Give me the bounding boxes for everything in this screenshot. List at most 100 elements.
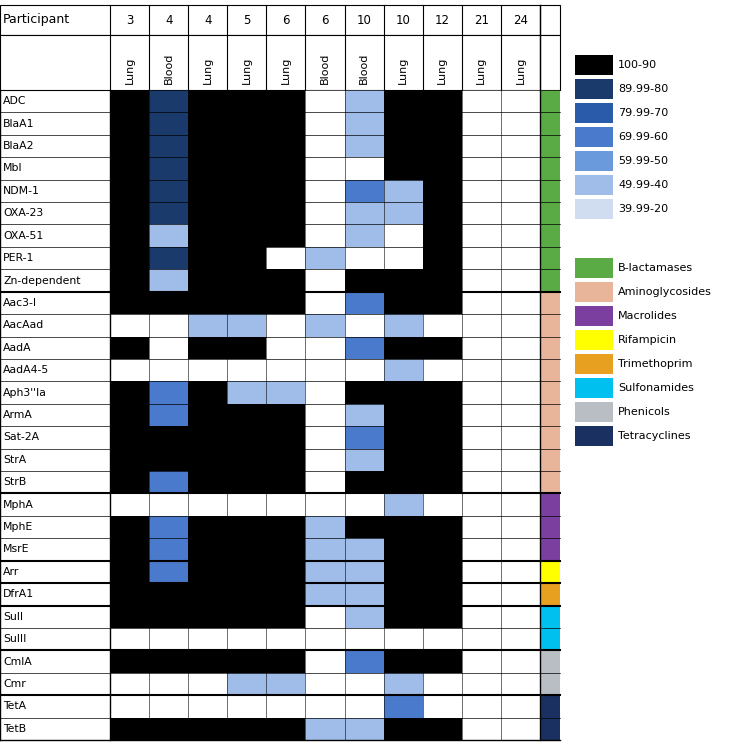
Bar [149, 381, 188, 404]
Text: OXA-23: OXA-23 [3, 209, 43, 218]
Bar [384, 90, 423, 112]
Bar [266, 448, 305, 471]
Bar [188, 583, 227, 606]
Bar [462, 606, 501, 628]
Bar [305, 673, 345, 695]
Bar [266, 359, 305, 381]
Bar [227, 539, 266, 561]
Bar [462, 695, 501, 717]
Bar [305, 404, 345, 426]
Text: 4: 4 [165, 13, 172, 27]
Bar [501, 90, 540, 112]
Bar [188, 359, 227, 381]
Bar [266, 426, 305, 448]
Bar [384, 606, 423, 628]
Bar [227, 583, 266, 606]
Text: MphA: MphA [3, 500, 34, 510]
Text: 59.99-50: 59.99-50 [618, 156, 668, 166]
Bar [188, 448, 227, 471]
Bar [305, 112, 345, 135]
Bar [149, 426, 188, 448]
Bar [227, 224, 266, 247]
Text: TetB: TetB [3, 724, 26, 734]
Bar [345, 539, 384, 561]
Bar [384, 247, 423, 269]
Bar [423, 180, 462, 202]
Bar [149, 224, 188, 247]
Bar [384, 381, 423, 404]
Bar [188, 404, 227, 426]
Bar [345, 606, 384, 628]
Text: Lung: Lung [398, 57, 408, 84]
Bar [188, 180, 227, 202]
Bar [227, 90, 266, 112]
Bar [149, 493, 188, 516]
Bar [540, 650, 560, 695]
Bar [149, 180, 188, 202]
Bar [188, 157, 227, 180]
Bar [110, 269, 149, 292]
Bar [149, 606, 188, 628]
Bar [540, 292, 560, 493]
Bar [110, 337, 149, 359]
Bar [345, 695, 384, 717]
Bar [345, 628, 384, 650]
Bar [384, 695, 423, 717]
Bar [462, 561, 501, 583]
Bar [227, 717, 266, 740]
Bar [188, 717, 227, 740]
Bar [575, 55, 613, 75]
Bar [266, 539, 305, 561]
Bar [384, 112, 423, 135]
Text: 6: 6 [283, 13, 290, 27]
Bar [384, 448, 423, 471]
Bar [345, 202, 384, 224]
Bar [345, 516, 384, 539]
Text: Aph3''Ia: Aph3''Ia [3, 387, 47, 398]
Bar [462, 493, 501, 516]
Bar [384, 471, 423, 493]
Bar [227, 157, 266, 180]
Bar [462, 583, 501, 606]
Bar [462, 202, 501, 224]
Bar [345, 673, 384, 695]
Bar [345, 404, 384, 426]
Text: Blood: Blood [359, 53, 369, 84]
Bar [188, 292, 227, 314]
Text: 10: 10 [357, 13, 372, 27]
Bar [305, 448, 345, 471]
Text: 10: 10 [396, 13, 410, 27]
Bar [501, 269, 540, 292]
Bar [266, 606, 305, 628]
Bar [345, 448, 384, 471]
Bar [305, 224, 345, 247]
Bar [149, 314, 188, 337]
Text: MsrE: MsrE [3, 545, 29, 554]
Bar [227, 471, 266, 493]
Text: OXA-51: OXA-51 [3, 231, 43, 241]
Bar [227, 426, 266, 448]
Bar [266, 269, 305, 292]
Bar [423, 673, 462, 695]
Bar [149, 337, 188, 359]
Bar [227, 650, 266, 673]
Bar [462, 90, 501, 112]
Bar [462, 673, 501, 695]
Bar [110, 628, 149, 650]
Bar [305, 359, 345, 381]
Bar [345, 471, 384, 493]
Bar [462, 404, 501, 426]
Text: StrA: StrA [3, 455, 26, 465]
Bar [110, 202, 149, 224]
Bar [110, 292, 149, 314]
Bar [266, 471, 305, 493]
Bar [575, 127, 613, 147]
Bar [110, 381, 149, 404]
Bar [462, 426, 501, 448]
Bar [345, 561, 384, 583]
Bar [423, 404, 462, 426]
Bar [188, 381, 227, 404]
Bar [501, 180, 540, 202]
Bar [462, 381, 501, 404]
Bar [423, 224, 462, 247]
